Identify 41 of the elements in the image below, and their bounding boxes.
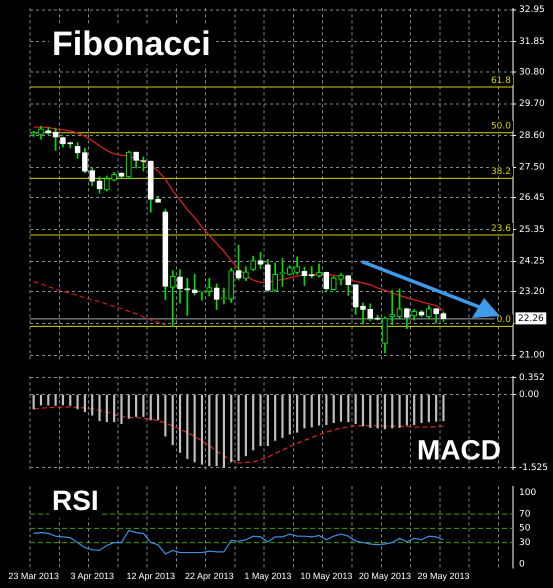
y-tick-label: 50 xyxy=(519,524,531,534)
y-tick-label: 29.70 xyxy=(519,99,546,110)
y-tick-label: -1.525 xyxy=(519,462,548,473)
y-tick-label: 30.80 xyxy=(519,67,546,78)
candlestick xyxy=(360,302,366,324)
x-tick-label: 12 Apr 2013 xyxy=(126,571,176,582)
x-tick-label: 29 May 2013 xyxy=(417,571,470,582)
candlestick xyxy=(199,290,205,301)
x-tick-label: 22 Apr 2013 xyxy=(185,571,234,582)
x-tick-label: 10 May 2013 xyxy=(300,571,352,582)
y-tick-label: 0 xyxy=(519,559,525,570)
annotation: 50.0 xyxy=(490,122,512,132)
y-tick-label: 24.25 xyxy=(519,256,545,267)
y-tick-label: 32.95 xyxy=(519,5,545,16)
line-series xyxy=(33,280,166,326)
x-tick-label: 3 Apr 2013 xyxy=(70,571,114,582)
y-tick-label: 23.20 xyxy=(519,287,546,298)
y-tick-label: 26.45 xyxy=(519,193,545,204)
ref-line-label: 22.26 xyxy=(518,314,544,324)
x-tick-label: 1 May 2013 xyxy=(244,571,292,582)
y-tick-label: 31.85 xyxy=(519,36,545,47)
y-tick-label: 70 xyxy=(519,509,531,520)
y-tick-label: 0.00 xyxy=(519,390,540,400)
candlestick xyxy=(258,252,264,270)
annotation: 38.2 xyxy=(490,167,511,178)
candlestick xyxy=(236,244,242,280)
annotation: 0.0 xyxy=(496,315,512,326)
y-tick-label: 30 xyxy=(519,538,531,548)
chart-title: RSI xyxy=(52,485,99,516)
x-tick-label: 20 May 2013 xyxy=(358,571,411,582)
y-tick-label: 100 xyxy=(519,488,536,498)
y-tick-label: 0.352 xyxy=(519,373,545,384)
y-tick-label: 27.50 xyxy=(519,162,546,173)
text: Fibonacci xyxy=(52,24,211,63)
y-tick-label: 25.35 xyxy=(519,224,545,235)
y-tick-label: 21.00 xyxy=(519,350,546,361)
annotation: 23.6 xyxy=(490,224,512,234)
x-tick-label: 23 Mar 2013 xyxy=(8,571,59,582)
text: MACD xyxy=(417,434,501,466)
y-tick-label: 28.60 xyxy=(519,130,546,141)
annotation: 61.8 xyxy=(490,76,512,86)
